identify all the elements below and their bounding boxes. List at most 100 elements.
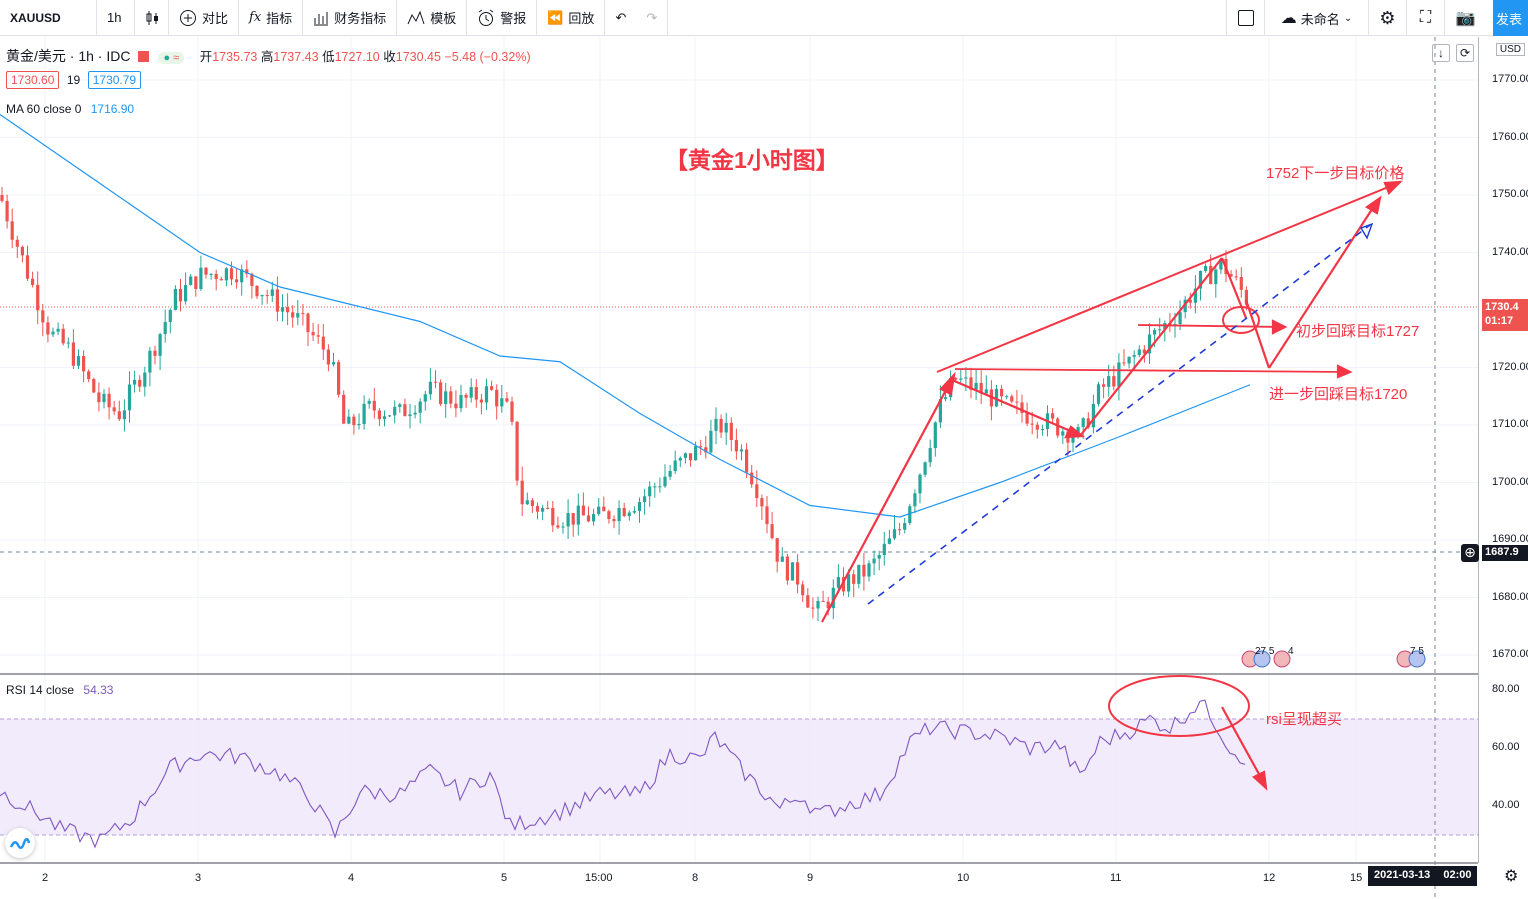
candle-body	[418, 401, 422, 413]
rsi-axis[interactable]	[1478, 674, 1528, 863]
select-layout-button[interactable]	[1226, 0, 1264, 36]
event-flag-icon[interactable]	[1253, 650, 1271, 668]
candle-body	[719, 418, 723, 433]
candle-body	[663, 476, 667, 487]
ma-legend[interactable]: MA 60 close 0 1716.90	[6, 102, 134, 116]
rsi-label: RSI 14 close	[6, 683, 75, 697]
indicators-button[interactable]: fx 指标	[239, 0, 304, 36]
candle-body	[928, 448, 932, 463]
candle-body	[847, 574, 851, 592]
chart-style-button[interactable]	[135, 0, 169, 36]
candle-body	[1112, 376, 1116, 387]
camera-icon: 📷	[1455, 10, 1476, 27]
ask-price[interactable]: 1730.79	[87, 71, 142, 89]
interval-button[interactable]: 1h	[97, 0, 135, 36]
undo-button[interactable]: ↶	[605, 0, 636, 36]
candle-body	[780, 556, 784, 562]
candle-body	[770, 524, 774, 539]
arrowhead-2	[1064, 425, 1085, 439]
live-status-badge[interactable]: ● ≈	[158, 52, 185, 64]
candle-body	[36, 284, 40, 311]
candle-body	[729, 422, 733, 440]
candle-body	[841, 577, 846, 592]
event-flag-icon[interactable]	[1408, 650, 1426, 668]
candle-body	[112, 407, 116, 412]
candle-body	[994, 388, 999, 407]
trend-arrow-up-1	[821, 374, 955, 623]
rsi-tick: 60.00	[1492, 741, 1520, 753]
layout-name-button[interactable]: ☁ 未命名 ⌄	[1264, 0, 1368, 36]
candle-body	[561, 526, 565, 528]
bid-price[interactable]: 1730.60	[6, 71, 60, 89]
currency-label[interactable]: USD	[1495, 43, 1525, 56]
target-1727-label[interactable]: 初步回踩目标1727	[1296, 323, 1420, 340]
horizontal-support-line	[954, 368, 1349, 373]
candle-body	[571, 513, 575, 525]
candle-body	[301, 313, 305, 315]
candle-body	[372, 400, 376, 411]
candle-body	[352, 416, 356, 426]
candle-body	[311, 332, 315, 336]
symbol-description[interactable]: 黄金/美元 · 1h · IDC	[6, 48, 131, 64]
main-chart[interactable]	[0, 37, 1478, 899]
candle-body	[25, 255, 30, 279]
tradingview-logo[interactable]	[5, 828, 35, 858]
rsi-overbought-label[interactable]: rsi呈现超买	[1266, 711, 1342, 728]
candle-body	[821, 600, 825, 602]
templates-button[interactable]: 模板	[397, 0, 468, 36]
compare-button[interactable]: 对比	[169, 0, 240, 36]
candle-body	[938, 399, 942, 423]
event-flag-icon[interactable]	[1273, 650, 1291, 668]
candle-body	[107, 393, 111, 408]
arrowhead-7	[1252, 770, 1268, 791]
candle-body	[964, 377, 968, 379]
candle-body	[1178, 312, 1182, 325]
symbol-search-button[interactable]: XAUUSD	[0, 0, 97, 36]
axis-settings-button[interactable]: ⚙	[1504, 866, 1518, 886]
candle-body	[739, 449, 744, 452]
settings-button[interactable]: ⚙	[1368, 0, 1406, 36]
candle-body	[1051, 413, 1055, 419]
candle-body	[122, 410, 126, 420]
reset-chart-button[interactable]: ⟳	[1456, 44, 1474, 62]
financials-label: 财务指标	[334, 11, 387, 26]
candle-body	[1086, 418, 1090, 428]
snapshot-button[interactable]: 📷	[1444, 0, 1486, 36]
candle-body	[1234, 276, 1238, 278]
candle-body	[173, 289, 177, 311]
candle-body	[790, 562, 795, 581]
candle-body	[979, 382, 983, 394]
candle-body	[826, 601, 830, 609]
candle-body	[602, 506, 606, 512]
price-axis[interactable]: USD	[1478, 37, 1528, 674]
chevron-down-icon: ⌄	[1343, 12, 1353, 24]
target-1720-label[interactable]: 进一步回踩目标1720	[1269, 386, 1408, 403]
candle-body	[551, 507, 555, 526]
main-legend: 黄金/美元 · 1h · IDC ● ≈ 开1735.73 高1737.43 低…	[6, 46, 531, 66]
replay-button[interactable]: ⏪ 回放	[537, 0, 606, 36]
candle-body	[1096, 384, 1101, 404]
candle-body	[31, 278, 35, 285]
price-tick: 1740.00	[1492, 245, 1528, 258]
add-alert-plus-button[interactable]: ⊕	[1461, 544, 1479, 562]
chart-title-annotation[interactable]: 【黄金1小时图】	[665, 147, 839, 173]
candle-body	[597, 506, 601, 514]
event-count-2: 7 5	[1410, 646, 1424, 657]
publish-button[interactable]: 发表	[1493, 0, 1528, 36]
redo-button[interactable]: ↷	[636, 0, 669, 36]
rsi-legend[interactable]: RSI 14 close 54.33	[6, 683, 113, 697]
alert-button[interactable]: 警报	[467, 0, 538, 36]
economic-events[interactable]	[1241, 650, 1426, 668]
bar-chart-icon	[314, 11, 329, 25]
target-1752-label[interactable]: 1752下一步目标价格	[1266, 165, 1405, 182]
candle-body	[1147, 334, 1152, 354]
scroll-down-button[interactable]: ↓	[1432, 44, 1450, 62]
low-value: 1727.10	[334, 50, 380, 64]
crosshair-price-tag: 1687.9	[1482, 545, 1528, 561]
candle-body	[515, 421, 519, 481]
candle-body	[566, 513, 570, 527]
fullscreen-button[interactable]: ⛶	[1406, 0, 1444, 36]
candle-body	[1000, 388, 1004, 397]
financials-button[interactable]: 财务指标	[303, 0, 398, 36]
candle-body	[158, 334, 162, 356]
